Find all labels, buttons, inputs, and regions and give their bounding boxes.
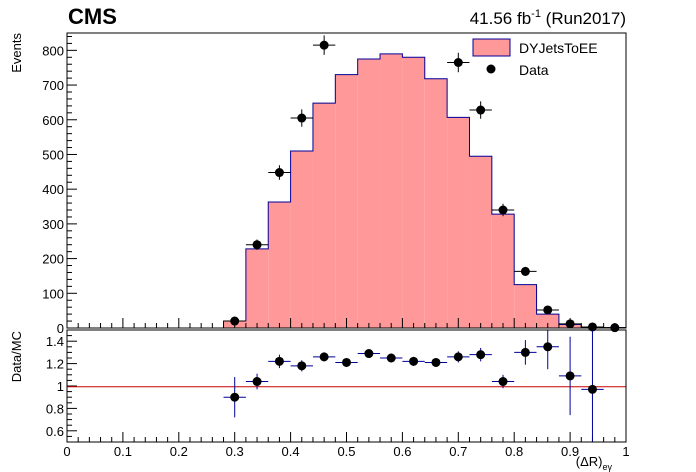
xtick-label: 0.5	[337, 444, 355, 459]
data-point	[297, 113, 307, 123]
xtick-label: 0	[63, 444, 70, 459]
ratio-point	[386, 353, 396, 363]
luminosity-label: 41.56 fb-1 (Run2017)	[470, 8, 626, 28]
x-axis-label-sub: eγ	[602, 462, 612, 472]
ratio-ytick-label: 1.2	[46, 357, 64, 372]
ratio-axes: 0.6 0.8 1 1.2 1.4 0 0.1 0.2 0.3 0.4 0.5 0.6 0.7 0.8 0.…	[46, 329, 630, 459]
ratio-point	[453, 352, 463, 362]
mc-bin-bar	[380, 53, 403, 329]
mc-bin-bar	[312, 103, 336, 328]
main-ytick-label: 100	[42, 286, 64, 301]
legend: DYJetsToEE Data	[472, 38, 598, 78]
x-axis-label: (ΔR)eγ	[576, 454, 613, 472]
xtick-label: 0.2	[170, 444, 188, 459]
ratio-point	[431, 357, 441, 367]
ratio-point	[252, 377, 262, 387]
ratio-point	[565, 371, 575, 381]
lumi-value: 41.56 fb	[470, 9, 531, 28]
xtick-label: 0.1	[114, 444, 132, 459]
ratio-point	[364, 349, 374, 359]
data-point	[252, 240, 262, 250]
ratio-point	[520, 347, 530, 357]
main-ytick-label: 300	[42, 217, 64, 232]
data-point	[520, 266, 530, 276]
main-ytick-label: 700	[42, 78, 64, 93]
ratio-points	[223, 330, 604, 442]
ratio-point	[230, 392, 240, 402]
ratio-point	[274, 356, 284, 366]
ratio-point	[409, 356, 419, 366]
mc-bin-bar	[469, 156, 492, 328]
legend-data-label: Data	[519, 62, 549, 78]
data-points	[223, 35, 626, 333]
main-ytick-label: 400	[42, 182, 64, 197]
ratio-ytick-label: 1.4	[46, 334, 64, 349]
data-point	[498, 205, 508, 215]
mc-histogram	[223, 53, 627, 329]
mc-bin-bar	[447, 117, 470, 328]
xtick-label: 0.6	[393, 444, 411, 459]
mc-bin-bar	[357, 59, 381, 328]
xtick-label: 0.7	[449, 444, 467, 459]
mc-bin-bar	[335, 74, 358, 328]
lumi-exponent: -1	[531, 8, 541, 20]
data-point	[319, 40, 329, 50]
main-panel: 0 100 200 300 400 500 600 700 800 Events	[9, 32, 627, 336]
mc-bin-bar	[491, 214, 515, 328]
main-ytick-label: 600	[42, 113, 64, 128]
mc-bin-bar	[290, 151, 313, 328]
experiment-label: CMS	[68, 4, 117, 29]
main-ytick-label: 0	[57, 321, 64, 336]
ratio-point	[342, 357, 351, 367]
xtick-label: 0.9	[561, 444, 579, 459]
x-axis-label-main: (ΔR)	[576, 454, 603, 469]
legend-mc-label: DYJetsToEE	[519, 40, 598, 56]
legend-mc-swatch	[472, 38, 511, 57]
data-point	[274, 168, 284, 178]
ratio-point	[319, 352, 329, 362]
mc-outline	[223, 53, 627, 329]
main-ytick-label: 800	[42, 43, 64, 58]
ratio-ytick-label: 0.6	[46, 424, 64, 439]
ratio-point	[543, 342, 553, 352]
xtick-label: 1	[622, 444, 629, 459]
mc-bin-bar	[514, 284, 537, 328]
mc-bin-bar	[424, 78, 448, 328]
data-point	[476, 105, 486, 115]
mc-bin-bar	[402, 57, 425, 328]
y-axis-label-ratio: Data/MC	[9, 331, 24, 382]
y-axis-label-events: Events	[9, 33, 24, 73]
run-label: (Run2017)	[546, 9, 626, 28]
data-point	[543, 305, 553, 315]
xtick-label: 0.3	[226, 444, 244, 459]
ratio-point	[587, 384, 597, 394]
ratio-point	[476, 350, 486, 360]
mc-bin-bar	[536, 314, 559, 328]
main-frame	[66, 32, 627, 329]
ratio-panel: 0.6 0.8 1 1.2 1.4 0 0.1 0.2 0.3 0.4 0.5 0.6 0.7 0.8 0.…	[9, 329, 630, 472]
ratio-ytick-label: 0.8	[46, 401, 64, 416]
ratio-point	[297, 361, 307, 371]
ratio-point	[498, 377, 508, 387]
ratio-frame	[66, 329, 627, 443]
mc-bin-bar	[245, 248, 269, 328]
main-axes: 0 100 200 300 400 500 600 700 800	[42, 35, 627, 336]
xtick-label: 0.4	[282, 444, 300, 459]
xtick-label: 0.8	[505, 444, 523, 459]
main-ytick-label: 500	[42, 147, 64, 162]
data-point	[453, 58, 463, 67]
main-ytick-label: 200	[42, 252, 64, 267]
mc-bin-bar	[268, 202, 291, 328]
legend-data-marker	[486, 64, 496, 74]
ratio-ytick-label: 1	[57, 379, 64, 394]
